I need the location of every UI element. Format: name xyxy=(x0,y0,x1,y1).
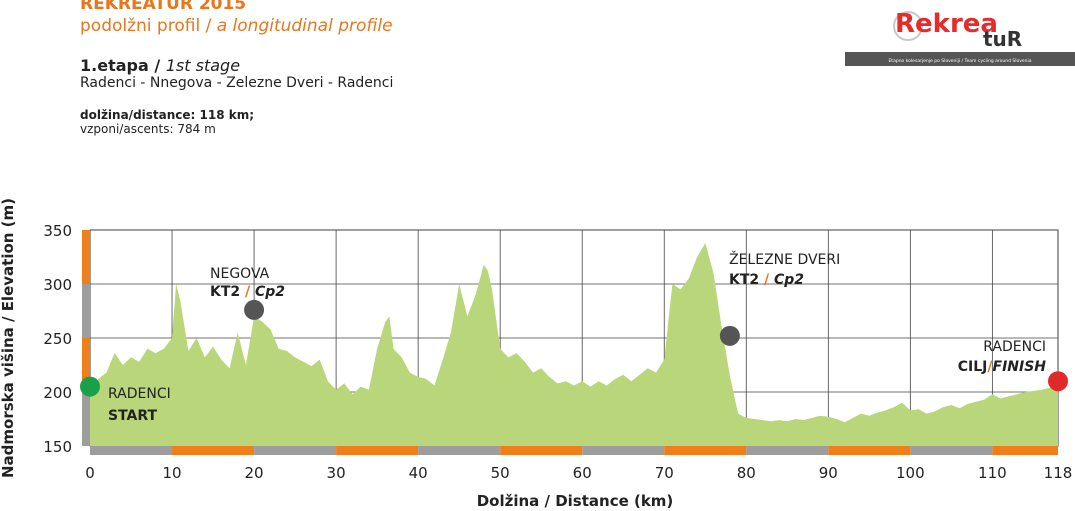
y-tick-label: 350 xyxy=(43,222,72,240)
distance-text: dolžina/distance: 118 km; xyxy=(80,108,255,122)
distance-band-segment xyxy=(910,446,993,455)
x-tick-label: 40 xyxy=(409,464,428,482)
checkpoint-label: CILJ/FINISH xyxy=(958,359,1047,375)
logo-band xyxy=(845,52,1075,66)
checkpoint-marker xyxy=(244,299,265,320)
subtitle: podolžni profil / a longitudinal profile xyxy=(80,16,393,36)
elevation-band-segment xyxy=(82,230,90,284)
x-tick-label: 118 xyxy=(1044,464,1073,482)
checkpoint-label: KT2 / Cp2 xyxy=(729,272,804,288)
y-axis-label: Nadmorska višina / Elevation (m) xyxy=(0,198,17,478)
stage-title: 1.etapa / 1st stage xyxy=(80,56,240,75)
x-tick-label: 80 xyxy=(737,464,756,482)
x-tick-label: 10 xyxy=(162,464,181,482)
distance-band-segment xyxy=(746,446,829,455)
x-tick-label: 50 xyxy=(491,464,510,482)
checkpoint-name: NEGOVA xyxy=(210,266,270,282)
stage-en: 1st stage xyxy=(165,56,241,75)
distance-band-segment xyxy=(664,446,747,455)
x-tick-label: 100 xyxy=(896,464,925,482)
route-text: Radenci - Nnegova - Zelezne Dveri - Rade… xyxy=(80,75,394,91)
elevation-band-segment xyxy=(82,338,90,392)
x-tick-label: 70 xyxy=(655,464,674,482)
elevation-band-segment xyxy=(82,392,90,446)
distance-band-segment xyxy=(828,446,911,455)
logo-text-main: Rekrea xyxy=(895,9,998,39)
y-tick-label: 150 xyxy=(43,438,72,456)
distance-bands xyxy=(90,446,1058,455)
checkpoint-name: RADENCI xyxy=(108,386,171,402)
stage-separator: / xyxy=(148,56,166,75)
x-tick-labels: 0 10 20 30 40 50 60 70 80 90 100 110 118 xyxy=(85,464,1072,482)
checkpoint-name: ŽELEZNE DVERI xyxy=(729,250,840,268)
y-tick-label: 300 xyxy=(43,276,72,294)
distance-band-segment xyxy=(90,446,173,455)
checkpoint-marker xyxy=(80,376,100,397)
checkpoint-name: RADENCI xyxy=(983,339,1046,355)
distance-band-segment xyxy=(254,446,337,455)
event-title: REKREATUR 2015 xyxy=(80,0,247,14)
distance-band-segment xyxy=(172,446,255,455)
logo-wheel-icon xyxy=(893,11,923,41)
subtitle-en: a longitudinal profile xyxy=(216,16,393,36)
checkpoint-markers: RADENCI START NEGOVA KT2 / Cp2 ŽELEZNE DVERI… xyxy=(80,250,1068,424)
x-tick-label: 60 xyxy=(573,464,592,482)
distance-band-segment xyxy=(582,446,665,455)
x-axis-label: Dolžina / Distance (km) xyxy=(477,492,674,510)
distance-band-segment xyxy=(336,446,419,455)
logo-tagline: Etapno kolesarjenje po Sloveniji / Team … xyxy=(888,58,1031,64)
x-tick-label: 110 xyxy=(978,464,1007,482)
logo-text-tail: tuR xyxy=(983,27,1022,51)
x-tick-label: 0 xyxy=(85,464,95,482)
stage-si: 1.etapa xyxy=(80,56,149,75)
distance-band-segment xyxy=(500,446,583,455)
subtitle-separator: / xyxy=(200,16,217,36)
distance-band-segment xyxy=(418,446,501,455)
x-tick-label: 90 xyxy=(819,464,838,482)
checkpoint-label: START xyxy=(108,408,158,424)
subtitle-si: podolžni profil xyxy=(80,16,201,36)
distance-band-segment xyxy=(992,446,1058,455)
y-tick-labels: 150 200 250 300 350 xyxy=(43,222,72,456)
checkpoint-marker xyxy=(719,325,740,346)
y-tick-label: 200 xyxy=(43,384,72,402)
checkpoint-label: KT2 / Cp2 xyxy=(210,284,285,300)
checkpoint-marker xyxy=(1048,371,1068,392)
elevation-band-segment xyxy=(82,284,90,338)
ascents-text: vzponi/ascents: 784 m xyxy=(80,122,216,136)
y-tick-label: 250 xyxy=(43,330,72,348)
rekreatur-logo: Rekrea tuR Etapno kolesarjenje po Sloven… xyxy=(845,9,1075,66)
elevation-band xyxy=(82,230,90,446)
x-tick-label: 20 xyxy=(245,464,264,482)
elevation-area xyxy=(90,243,1058,446)
x-tick-label: 30 xyxy=(327,464,346,482)
